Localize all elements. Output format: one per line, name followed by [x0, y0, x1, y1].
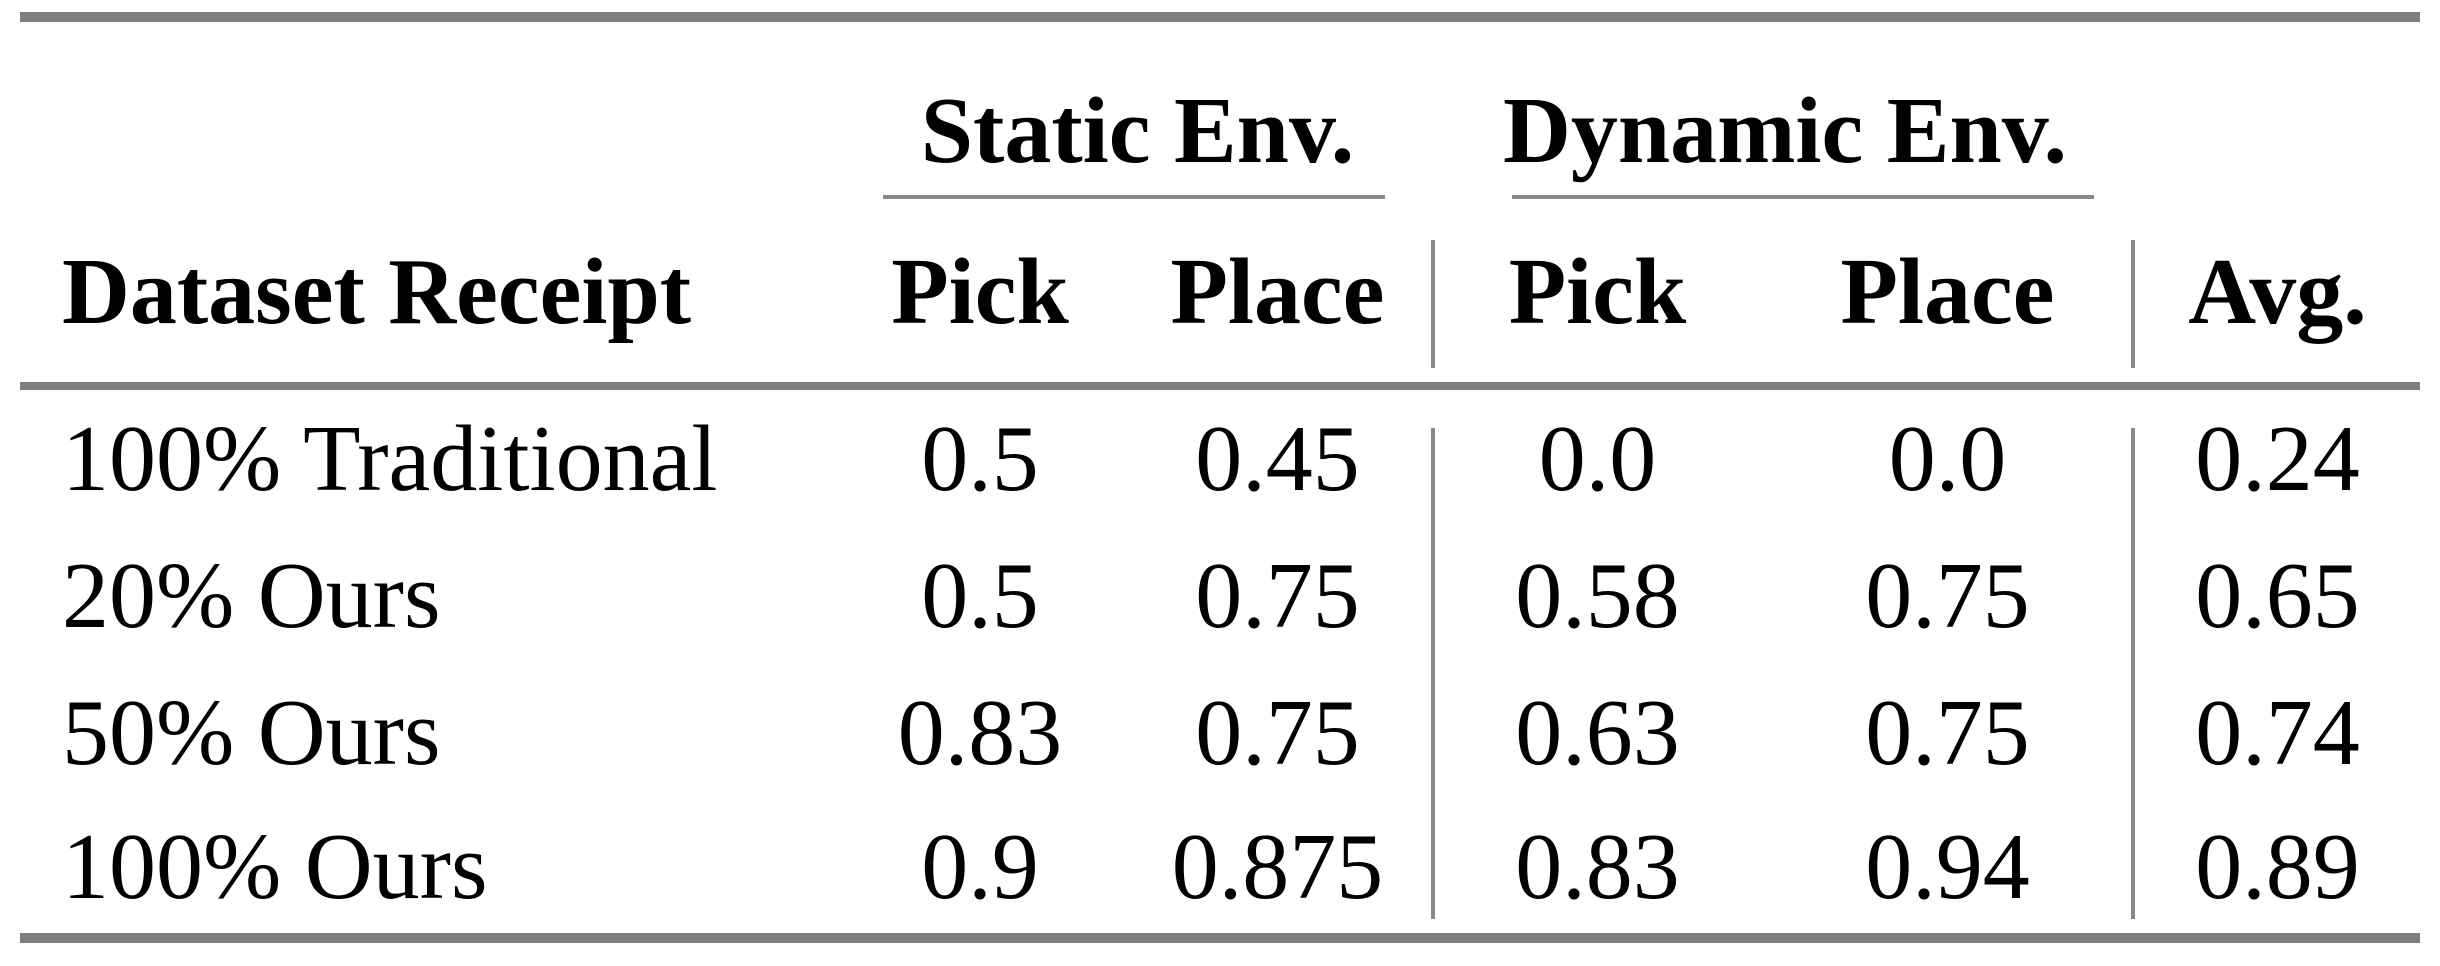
cell-static-place: 0.875 — [1171, 815, 1384, 919]
row-label: 100% Traditional — [62, 406, 718, 511]
cmidrule-spacer — [20, 192, 840, 202]
cell-static-pick: 0.5 — [921, 543, 1039, 648]
cmidrule-spacer — [2135, 192, 2420, 202]
table-row-20-ours: 20% Ours 0.5 0.75 0.58 0.75 0.65 — [20, 527, 2420, 664]
results-table: Static Env. Dynamic Env. Dataset Receipt… — [20, 12, 2421, 943]
cell-static-pick: 0.5 — [921, 406, 1039, 511]
cell-dynamic-place: 0.94 — [1865, 815, 2030, 919]
column-header-avg: Avg. — [2188, 240, 2367, 344]
cmidrule-static — [883, 195, 1386, 199]
row-label: 20% Ours — [62, 543, 441, 648]
group-header-spacer — [2135, 17, 2420, 192]
cmidrule-dynamic-cell — [1435, 192, 2135, 202]
cmidrule-static-cell — [840, 192, 1435, 202]
vertical-rule-static-dynamic-body — [1431, 428, 1435, 919]
cell-avg: 0.74 — [2195, 680, 2360, 785]
cell-avg: 0.89 — [2195, 815, 2360, 919]
cell-static-pick: 0.83 — [897, 680, 1063, 785]
mid-rule — [20, 382, 2421, 390]
cell-dynamic-place: 0.75 — [1865, 543, 2030, 648]
group-header-spacer — [20, 17, 840, 192]
midrule-cell — [20, 382, 2421, 390]
column-header-row: Dataset Receipt Pick Place Pick Place Av… — [20, 202, 2420, 382]
row-label: 100% Ours — [62, 815, 488, 919]
column-header-dataset-receipt: Dataset Receipt — [62, 240, 692, 344]
column-header-static-place: Place — [1170, 240, 1385, 344]
midrule-row — [20, 382, 2421, 390]
cell-static-place: 0.75 — [1195, 543, 1360, 648]
cell-static-place: 0.45 — [1195, 406, 1360, 511]
cell-static-place: 0.75 — [1195, 680, 1360, 785]
table-row-50-ours: 50% Ours 0.83 0.75 0.63 0.75 0.74 — [20, 664, 2420, 801]
cell-avg: 0.24 — [2195, 406, 2360, 511]
group-header-dynamic-env: Dynamic Env. — [1502, 79, 2068, 183]
vertical-rule-static-dynamic-header — [1431, 240, 1435, 368]
cell-dynamic-place: 0.75 — [1865, 680, 2030, 785]
vertical-rule-dynamic-avg-header — [2131, 240, 2135, 368]
cell-dynamic-pick: 0.63 — [1515, 680, 1680, 785]
cell-static-pick: 0.9 — [921, 815, 1039, 919]
vertical-rule-dynamic-avg-body — [2131, 428, 2135, 919]
cell-avg: 0.65 — [2195, 543, 2360, 648]
column-header-dynamic-pick: Pick — [1508, 240, 1687, 344]
cell-dynamic-pick: 0.58 — [1515, 543, 1680, 648]
cmidrule-dynamic — [1512, 195, 2095, 199]
column-header-dynamic-place: Place — [1840, 240, 2055, 344]
column-header-static-pick: Pick — [891, 240, 1069, 344]
table-row-100-ours: 100% Ours 0.9 0.875 0.83 0.94 0.89 — [20, 801, 2420, 938]
cell-dynamic-place: 0.0 — [1888, 406, 2007, 511]
row-label: 50% Ours — [62, 680, 441, 785]
cell-dynamic-pick: 0.83 — [1515, 815, 1680, 919]
group-header-row: Static Env. Dynamic Env. — [20, 17, 2420, 192]
table-row-100-traditional: 100% Traditional 0.5 0.45 0.0 0.0 0.24 — [20, 390, 2420, 527]
cmidrule-row — [20, 192, 2420, 202]
group-header-static-env: Static Env. — [920, 79, 1355, 183]
cell-dynamic-pick: 0.0 — [1538, 406, 1657, 511]
